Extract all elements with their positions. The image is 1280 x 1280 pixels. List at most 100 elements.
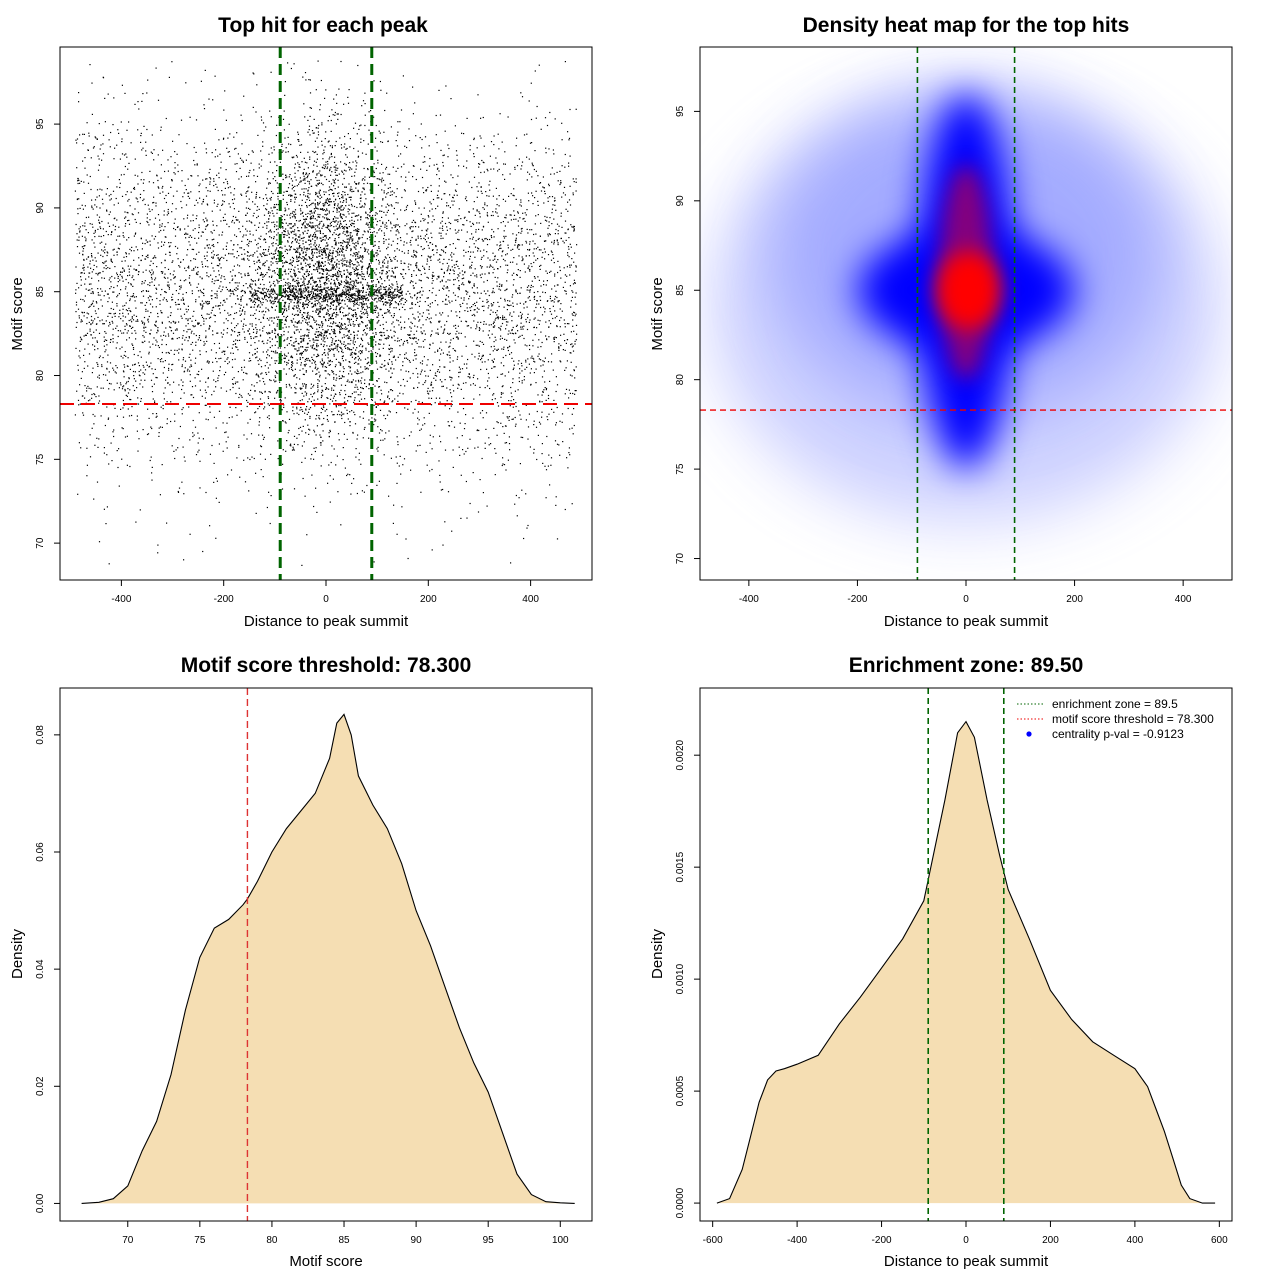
scatter-point xyxy=(304,225,306,227)
scatter-point xyxy=(357,262,359,264)
scatter-point xyxy=(268,276,270,278)
scatter-point xyxy=(386,293,388,295)
scatter-point xyxy=(373,231,375,233)
scatter-point xyxy=(307,195,309,197)
scatter-point xyxy=(349,146,351,148)
scatter-point xyxy=(367,368,369,370)
scatter-point xyxy=(410,337,412,339)
scatter-point xyxy=(262,122,265,124)
scatter-point xyxy=(157,99,160,101)
scatter-point xyxy=(396,482,398,484)
scatter-point xyxy=(376,448,378,450)
scatter-point xyxy=(141,149,143,151)
scatter-point xyxy=(231,378,234,380)
scatter-point xyxy=(314,298,316,300)
scatter-point xyxy=(149,240,151,242)
scatter-point xyxy=(396,229,398,231)
scatter-point xyxy=(349,244,351,247)
scatter-point xyxy=(504,163,506,165)
scatter-point xyxy=(305,363,307,365)
scatter-point xyxy=(137,450,139,452)
scatter-point xyxy=(301,161,303,163)
scatter-point xyxy=(309,107,311,109)
scatter-point xyxy=(298,349,300,351)
scatter-point xyxy=(553,262,555,264)
scatter-point xyxy=(462,282,464,284)
scatter-point xyxy=(360,386,362,389)
scatter-point xyxy=(513,339,515,341)
scatter-point xyxy=(310,292,313,294)
scatter-point xyxy=(159,303,161,305)
scatter-point xyxy=(529,319,531,321)
scatter-point xyxy=(374,235,376,237)
scatter-point xyxy=(187,266,189,269)
scatter-point xyxy=(323,249,325,251)
scatter-point xyxy=(211,252,213,254)
scatter-point xyxy=(161,223,163,225)
scatter-point xyxy=(485,293,487,295)
scatter-point xyxy=(151,134,153,136)
scatter-point xyxy=(326,213,329,215)
scatter-point xyxy=(282,198,284,200)
scatter-point xyxy=(292,226,294,228)
scatter-point xyxy=(480,186,482,188)
scatter-point xyxy=(302,346,304,348)
scatter-point xyxy=(493,366,495,368)
scatter-point xyxy=(180,379,182,381)
scatter-point xyxy=(362,322,364,324)
scatter-point xyxy=(465,290,467,292)
scatter-point xyxy=(252,280,254,282)
scatter-point xyxy=(375,309,377,311)
scatter-point xyxy=(108,463,110,465)
scatter-point xyxy=(328,228,330,230)
scatter-point xyxy=(266,332,268,334)
scatter-point xyxy=(544,251,546,253)
scatter-point xyxy=(317,270,319,273)
scatter-point xyxy=(206,361,208,363)
scatter-point xyxy=(388,353,390,356)
scatter-point xyxy=(505,264,507,266)
scatter-point xyxy=(567,252,569,254)
scatter-point xyxy=(203,212,205,214)
scatter-point xyxy=(97,294,99,296)
scatter-point xyxy=(271,288,273,290)
scatter-point xyxy=(550,250,552,252)
scatter-point xyxy=(410,280,412,282)
scatter-point xyxy=(408,435,411,437)
scatter-point xyxy=(383,190,385,192)
scatter-point xyxy=(369,292,371,294)
scatter-point xyxy=(458,376,460,378)
scatter-point xyxy=(507,417,509,419)
scatter-point xyxy=(348,273,350,275)
scatter-point xyxy=(376,368,379,370)
scatter-point xyxy=(312,344,314,346)
scatter-point xyxy=(216,332,218,334)
scatter-point xyxy=(530,357,532,359)
scatter-point xyxy=(299,337,302,340)
scatter-point xyxy=(506,280,508,282)
scatter-point xyxy=(343,433,345,435)
scatter-point xyxy=(571,296,573,298)
scatter-point xyxy=(309,298,312,300)
scatter-point xyxy=(319,221,321,223)
scatter-point xyxy=(90,283,92,285)
scatter-point xyxy=(389,256,391,259)
scatter-point xyxy=(286,201,288,204)
scatter-point xyxy=(258,340,260,342)
scatter-point xyxy=(440,222,442,224)
scatter-point xyxy=(131,317,133,319)
scatter-point xyxy=(82,412,84,414)
scatter-point xyxy=(547,465,549,467)
scatter-point xyxy=(190,220,192,222)
scatter-point xyxy=(218,342,220,344)
scatter-point xyxy=(187,323,189,325)
scatter-point xyxy=(246,373,248,375)
scatter-point xyxy=(332,275,334,277)
scatter-point xyxy=(183,559,185,561)
scatter-point xyxy=(354,247,356,249)
scatter-point xyxy=(370,210,372,212)
scatter-point xyxy=(334,281,336,283)
scatter-point xyxy=(277,318,279,320)
scatter-point xyxy=(420,235,422,237)
scatter-point xyxy=(307,299,310,301)
